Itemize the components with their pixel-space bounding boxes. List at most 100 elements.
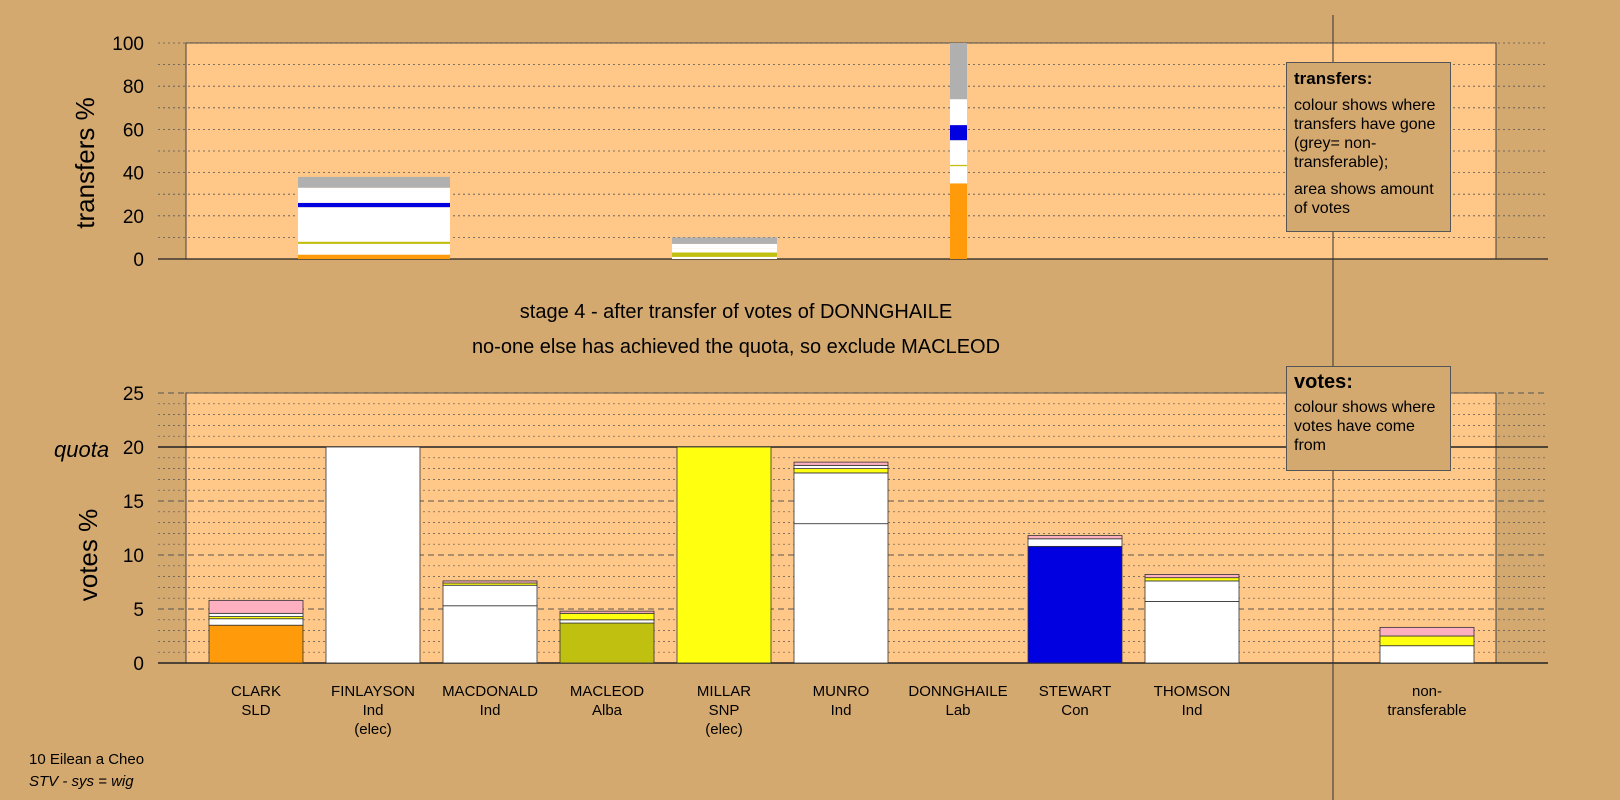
vote-segment — [559, 622, 655, 664]
vote-segment — [1027, 545, 1123, 664]
vote-segment — [793, 523, 889, 664]
transfer-segment — [950, 99, 967, 126]
candidate-label: SLD — [241, 702, 270, 719]
candidate-labels: CLARK SLD FINLAYSON Ind (elec) MACDONALD Ind MA… — [231, 683, 1467, 738]
vote-segment — [208, 618, 304, 626]
transfers-y-tick-label: 100 — [112, 34, 144, 55]
transfers-y-tick-label: 60 — [123, 120, 144, 141]
transfer-segment — [950, 140, 967, 165]
transfer-segment — [672, 248, 777, 253]
vote-segment — [1144, 577, 1240, 582]
vote-segment — [1144, 574, 1240, 579]
nontransferable-label: transferable — [1387, 702, 1466, 719]
transfers-y-tick-label: 0 — [133, 250, 144, 271]
transfer-segment — [298, 254, 450, 259]
vote-segment — [1379, 635, 1475, 647]
votes-y-tick-label: 10 — [123, 546, 144, 567]
vote-segment — [442, 605, 538, 664]
vote-segment — [559, 612, 655, 621]
candidate-label: (elec) — [705, 721, 743, 738]
transfer-segment — [950, 43, 967, 100]
candidate-label: Lab — [945, 702, 970, 719]
votes-y-tick-label: 15 — [123, 492, 144, 513]
transfers-legend-line2: area shows amount of votes — [1294, 181, 1434, 217]
candidate-label: Con — [1061, 702, 1089, 719]
transfers-y-tick-label: 20 — [123, 207, 144, 228]
stage-subtitle: no-one else has achieved the quota, so e… — [472, 336, 1000, 358]
vote-segment — [1144, 601, 1240, 664]
transfers-y-tick-label: 80 — [123, 77, 144, 98]
candidate-label: STEWART — [1039, 683, 1112, 700]
votes-y-tick-label: 25 — [123, 384, 144, 405]
transfer-segment — [298, 241, 450, 244]
votes-legend: votes: colour shows where votes have com… — [1286, 366, 1451, 471]
votes-legend-line1: colour shows where votes have come from — [1294, 399, 1436, 454]
candidate-label: SNP — [709, 702, 740, 719]
vote-segment — [1027, 535, 1123, 540]
vote-segment — [793, 464, 889, 469]
transfer-segment — [298, 243, 450, 255]
transfers-y-label: transfers % — [70, 97, 100, 229]
transfers-bars — [298, 43, 967, 259]
vote-segment — [676, 446, 772, 664]
transfers-y-tick-label: 40 — [123, 164, 144, 185]
votes-y-tick-label: 5 — [133, 600, 144, 621]
vote-segment — [559, 610, 655, 614]
candidate-label: MILLAR — [697, 683, 751, 700]
vote-segment — [208, 624, 304, 664]
vote-segment — [793, 468, 889, 474]
transfer-segment — [298, 187, 450, 203]
vote-segment — [793, 461, 889, 466]
transfer-segment — [672, 256, 777, 259]
transfer-segment — [672, 252, 777, 257]
transfer-segment — [298, 176, 450, 188]
transfers-legend: transfers: colour shows where transfers … — [1286, 62, 1451, 232]
vote-segment — [208, 612, 304, 617]
votes-y-ticks: 0 5 10 15 20 25 — [123, 384, 144, 675]
candidate-label: Ind — [363, 702, 384, 719]
quota-label: quota — [54, 437, 109, 462]
vote-segment — [1379, 645, 1475, 664]
vote-segment — [325, 446, 421, 664]
candidate-label: DONNGHAILE — [908, 683, 1007, 700]
candidate-label: Alba — [592, 702, 623, 719]
votes-y-tick-label: 20 — [123, 438, 144, 459]
candidate-label: Ind — [1182, 702, 1203, 719]
votes-bars — [208, 446, 1475, 664]
footer-system: STV - sys = wig — [29, 773, 134, 790]
transfers-y-ticks: 0 20 40 60 80 100 — [112, 34, 144, 271]
votes-y-label: votes % — [73, 509, 103, 602]
transfer-segment — [950, 125, 967, 141]
transfers-legend-line1: colour shows where transfers have gone (… — [1294, 97, 1436, 171]
vote-segment — [1027, 538, 1123, 547]
transfer-segment — [672, 243, 777, 249]
vote-segment — [208, 599, 304, 614]
candidate-label: CLARK — [231, 683, 281, 700]
candidate-label: Ind — [480, 702, 501, 719]
vote-segment — [442, 584, 538, 607]
candidate-label: MACDONALD — [442, 683, 538, 700]
candidate-label: FINLAYSON — [331, 683, 415, 700]
vote-segment — [1144, 580, 1240, 602]
transfers-legend-title: transfers: — [1294, 69, 1373, 88]
votes-legend-title: votes: — [1294, 371, 1353, 393]
vote-segment — [793, 472, 889, 525]
stage-title: stage 4 - after transfer of votes of DON… — [520, 301, 952, 323]
footer-area: 10 Eilean a Cheo — [29, 751, 145, 768]
transfer-segment — [672, 237, 777, 244]
transfer-segment — [298, 202, 450, 208]
candidate-label: MUNRO — [813, 683, 870, 700]
votes-y-tick-label: 0 — [133, 654, 144, 675]
transfer-segment — [950, 166, 967, 184]
transfer-segment — [950, 183, 967, 259]
vote-segment — [559, 619, 655, 624]
candidate-label: Ind — [831, 702, 852, 719]
nontransferable-label: non- — [1412, 683, 1442, 700]
candidate-label: MACLEOD — [570, 683, 644, 700]
candidate-label: (elec) — [354, 721, 392, 738]
vote-segment — [442, 580, 538, 584]
transfer-segment — [298, 207, 450, 242]
vote-segment — [1379, 626, 1475, 637]
transfer-segment — [950, 164, 967, 167]
